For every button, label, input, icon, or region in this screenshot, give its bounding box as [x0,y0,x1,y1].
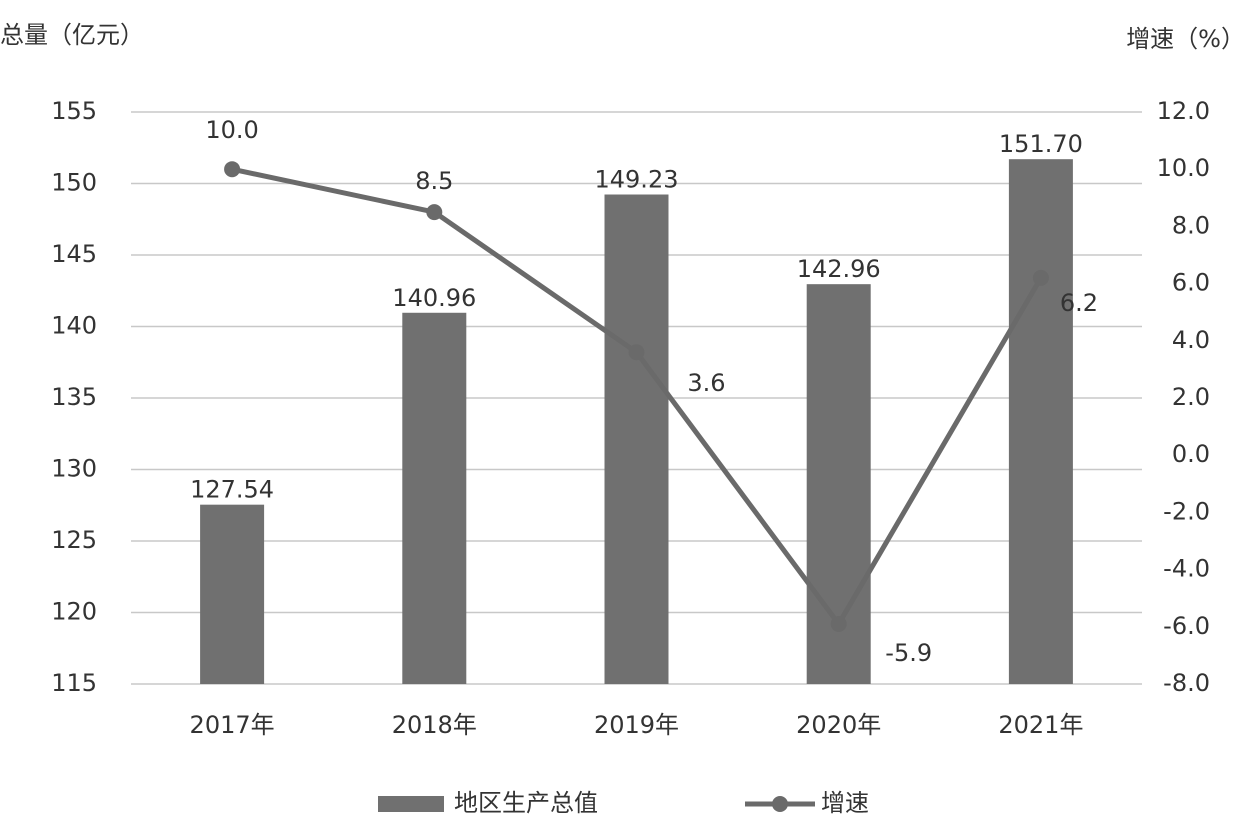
y-axis-title: 总量（亿元） [0,21,144,49]
bar-value-label: 149.23 [595,166,679,194]
y2-tick-label: 6.0 [1172,269,1210,297]
y2-tick-label: 12.0 [1157,97,1210,125]
x-tick-label: 2019年 [594,711,679,739]
bar-value-label: 140.96 [392,284,476,312]
y2-tick-label: -4.0 [1163,555,1210,583]
bar-value-label: 142.96 [797,255,881,283]
y-tick-label: 125 [51,526,97,554]
y-tick-label: 145 [51,240,97,268]
x-tick-label: 2021年 [998,711,1083,739]
y-tick-label: 120 [51,598,97,626]
line-value-label: 8.5 [415,167,453,195]
line-value-label: 6.2 [1060,289,1098,317]
x-tick-label: 2018年 [392,711,477,739]
y2-tick-label: -8.0 [1163,669,1210,697]
legend-label: 地区生产总值 [454,789,598,817]
line-point [426,204,443,221]
line-value-label: -5.9 [885,639,932,667]
y2-tick-label: -2.0 [1163,497,1210,525]
line-point [1032,269,1049,286]
y2-tick-label: 0.0 [1172,440,1210,468]
bar [200,504,265,684]
y2-axis-title: 增速（%） [1126,25,1245,53]
y2-tick-label: -6.0 [1163,612,1210,640]
y-tick-label: 155 [51,97,97,125]
x-tick-label: 2017年 [190,711,275,739]
bar-value-label: 127.54 [190,476,274,504]
line-value-label: 10.0 [205,116,258,144]
bar [402,312,467,684]
y-tick-label: 135 [51,383,97,411]
y-tick-label: 130 [51,455,97,483]
y2-tick-label: 8.0 [1172,211,1210,239]
y-tick-label: 140 [51,312,97,340]
y2-tick-label: 2.0 [1172,383,1210,411]
y-tick-label: 115 [51,669,97,697]
x-tick-label: 2020年 [796,711,881,739]
line-value-label: 3.6 [687,369,725,397]
bar [1008,159,1073,684]
legend-marker [772,796,788,812]
line-point [224,161,241,178]
line-point [830,615,847,632]
bar [604,194,669,685]
line-point [628,344,645,361]
bar-value-label: 151.70 [999,130,1083,158]
y2-tick-label: 10.0 [1157,154,1210,182]
legend-swatch [378,796,444,812]
y-tick-label: 150 [51,169,97,197]
legend-label: 增速 [821,789,869,817]
y2-tick-label: 4.0 [1172,326,1210,354]
